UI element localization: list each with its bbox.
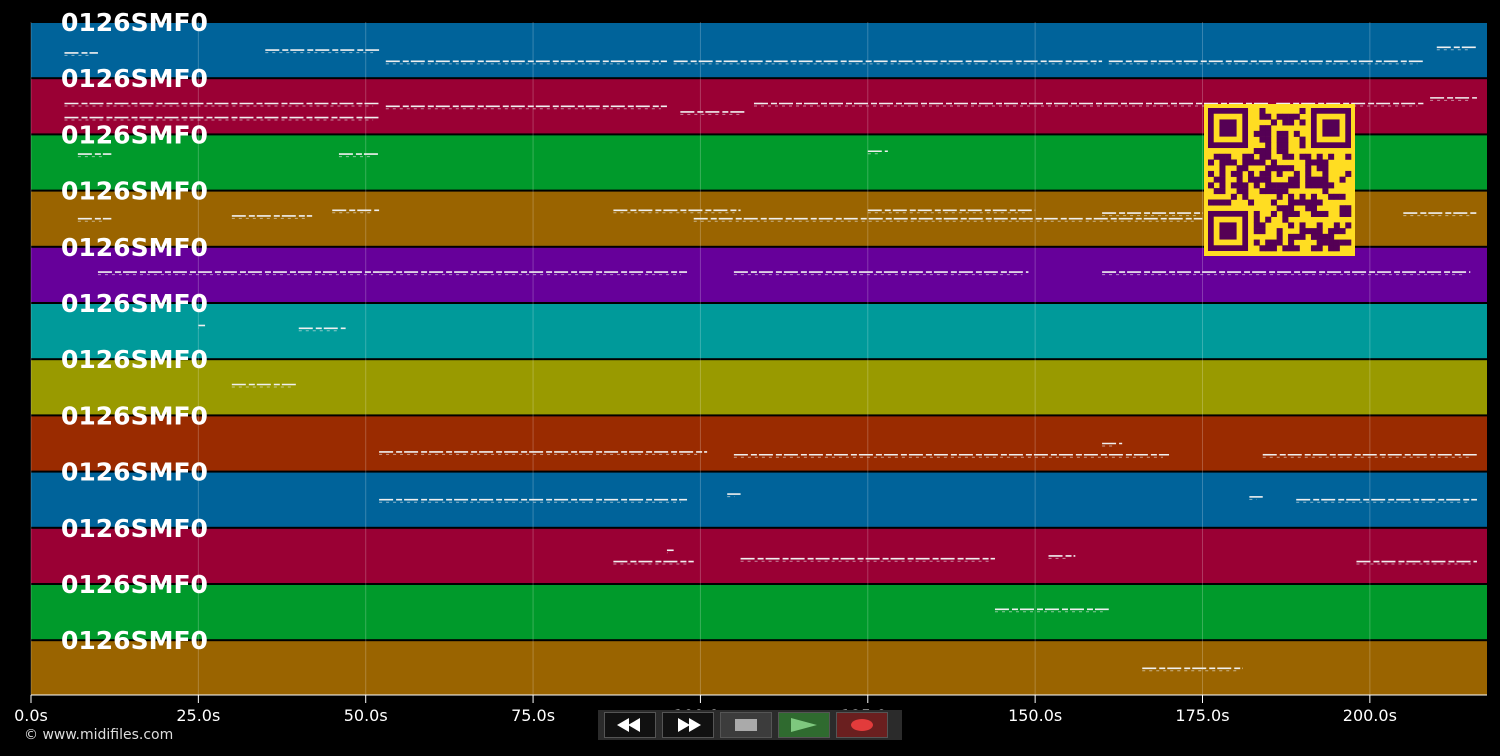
track-labels: 0126SMF0 0126SMF0 0126SMF0 0126SMF0 0126SMF0… (61, 8, 208, 655)
stop-square-icon (735, 719, 757, 731)
track-lane (31, 360, 1487, 415)
qr-code-icon[interactable] (1204, 104, 1355, 256)
rewind-button[interactable] (604, 712, 656, 738)
transport-controls (598, 710, 902, 740)
track-name: 0126SMF0 (61, 626, 208, 655)
record-button[interactable] (836, 712, 888, 738)
tick-label: 200.0s (1343, 706, 1397, 725)
tick-label: 75.0s (511, 706, 555, 725)
tick-label: 0.0s (14, 706, 48, 725)
track-name: 0126SMF0 (61, 177, 208, 206)
copyright-text: © www.midifiles.com (24, 727, 174, 743)
tick-label: 150.0s (1008, 706, 1062, 725)
track-lane (31, 641, 1487, 696)
tick-label: 25.0s (176, 706, 220, 725)
track-name: 0126SMF0 (61, 401, 208, 430)
tick-label: 50.0s (344, 706, 388, 725)
track-name: 0126SMF0 (61, 570, 208, 599)
track-name: 0126SMF0 (61, 120, 208, 149)
track-name: 0126SMF0 (61, 64, 208, 93)
double-arrow-left-icon (617, 718, 640, 732)
track-name: 0126SMF0 (61, 289, 208, 318)
track-lane (31, 528, 1487, 583)
tick-label: 175.0s (1175, 706, 1229, 725)
time-gridlines (30, 22, 1371, 697)
forward-button[interactable] (662, 712, 714, 738)
track-name: 0126SMF0 (61, 514, 208, 543)
track-lane (31, 304, 1487, 359)
track-lane (31, 416, 1487, 471)
track-name: 0126SMF0 (61, 345, 208, 374)
track-name: 0126SMF0 (61, 8, 208, 37)
track-lane (31, 585, 1487, 640)
play-triangle-icon (791, 718, 817, 732)
track-name: 0126SMF0 (61, 233, 208, 262)
track-name: 0126SMF0 (61, 458, 208, 487)
track-lane (31, 472, 1487, 527)
double-arrow-right-icon (678, 718, 701, 732)
track-lane (31, 23, 1487, 78)
play-button[interactable] (778, 712, 830, 738)
record-dot-icon (851, 719, 873, 731)
stop-button[interactable] (720, 712, 772, 738)
